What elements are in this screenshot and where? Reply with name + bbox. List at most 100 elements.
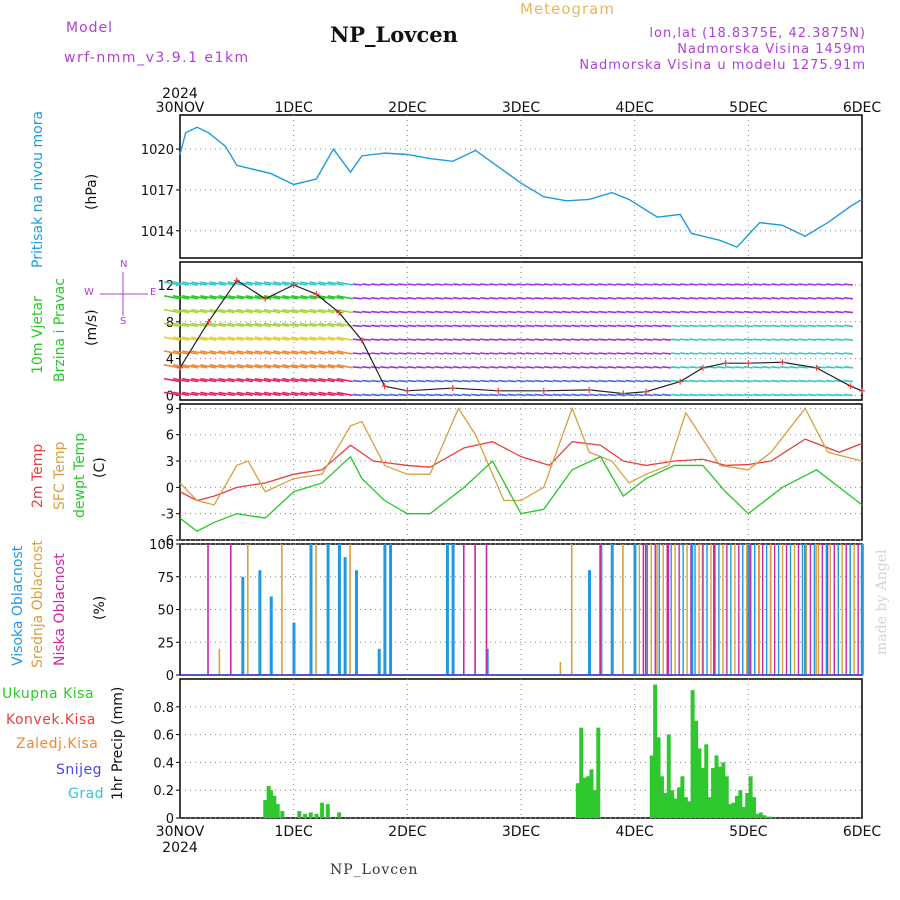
wind-arrow [607, 352, 617, 355]
wind-arrow [607, 283, 617, 286]
wind-arrow [272, 377, 290, 383]
cloud-tick-label: 75 [157, 571, 174, 586]
wind-arrow [834, 352, 844, 355]
cloud-tick-label: 100 [149, 538, 174, 553]
wind-arrow [318, 350, 335, 355]
wind-arrow [398, 379, 408, 383]
precip-bar [649, 755, 654, 818]
wind-arrow [236, 364, 253, 369]
overcast-cloud-bar [849, 544, 851, 675]
wind-arrow [725, 324, 735, 328]
precip-tick-label: 0.8 [153, 701, 174, 716]
wind-arrow [525, 283, 535, 286]
wind-arrow [416, 393, 426, 397]
wind-arrow [480, 393, 490, 397]
wind-arrow [434, 393, 444, 397]
pressure-frame [179, 114, 863, 259]
wind-arrow [771, 393, 781, 397]
overcast-cloud-bar [793, 544, 796, 675]
precip-legend-freezing: Zaledj.Kisa [16, 736, 99, 752]
wind-arrow [291, 391, 308, 397]
precip-bar [700, 767, 705, 818]
wind-arrow [552, 379, 563, 383]
low-cloud-bar [485, 544, 488, 675]
wind-arrow [245, 364, 262, 369]
wind-arrow [245, 322, 262, 328]
wind-arrow [272, 295, 290, 300]
wind-arrow [643, 352, 653, 355]
wind-arrow [218, 308, 235, 314]
wind-arrow [525, 338, 535, 341]
wind-arrow [480, 324, 490, 328]
wind-arrow [236, 295, 253, 300]
wind-arrow [634, 352, 644, 355]
wind-arrow [461, 379, 472, 383]
wind-arrow [680, 393, 690, 397]
wind-arrow [407, 310, 417, 314]
precip-bar [762, 815, 767, 818]
wind-arrow [652, 324, 663, 328]
overcast-cloud-bar [742, 544, 744, 675]
wind-arrow [816, 338, 826, 341]
wind-speed-marker [699, 364, 706, 371]
wind-arrow [661, 352, 672, 355]
low-cloud-bar [207, 544, 209, 675]
wind-arrow [291, 364, 308, 369]
wind-arrow [780, 366, 790, 369]
overcast-cloud-bar [670, 544, 672, 675]
precip-bar [663, 792, 668, 818]
wind-arrow [361, 379, 372, 383]
wind-arrow [789, 338, 799, 341]
precip-bar [303, 813, 308, 818]
wind-arrow [370, 283, 381, 286]
wind-arrow [218, 364, 235, 369]
wind-arrow [771, 366, 781, 369]
precip-bar [717, 766, 722, 818]
wind-arrow [407, 324, 417, 328]
precip-bar [280, 811, 285, 818]
bottom-day-label: 4DEC [616, 824, 655, 840]
wind-arrow [625, 366, 635, 369]
precip-bar [728, 804, 733, 818]
wind-arrow [398, 324, 408, 328]
wind-arrow [200, 377, 217, 383]
wind-tick-label: 12 [157, 279, 174, 294]
wind-arrow [489, 283, 499, 286]
wind-arrow [516, 366, 526, 369]
wind-arrow [798, 297, 808, 300]
wind-arrow [370, 310, 381, 314]
wind-arrow [327, 336, 344, 341]
wind-arrow [843, 283, 853, 286]
precip-bar [666, 734, 671, 818]
wind-arrow [661, 310, 672, 314]
overcast-cloud-bar [857, 544, 859, 675]
wind-arrow [361, 338, 372, 341]
wind-arrow [552, 324, 563, 328]
temp-tick-label: -6 [161, 534, 174, 549]
mid-cloud-bar [815, 544, 817, 675]
wind-speed-marker [290, 282, 297, 288]
temp-tick-label: 6 [166, 429, 174, 444]
low-cloud-bar [462, 544, 465, 675]
wind-arrow [389, 366, 399, 369]
wind-arrow [327, 391, 344, 397]
wind-arrow [389, 393, 399, 397]
wind-arrow [598, 324, 608, 328]
wind-arrow [825, 352, 835, 355]
wind-arrow [607, 338, 617, 341]
wind-arrow [734, 297, 744, 300]
wind-arrow [825, 393, 835, 397]
wind-arrow [652, 283, 663, 286]
wind-speed-marker [813, 364, 820, 371]
wind-arrow [580, 352, 590, 355]
wind-arrow [707, 283, 717, 286]
wind-arrow [361, 310, 372, 314]
wind-speed-marker [620, 390, 627, 397]
wind-arrow [470, 352, 481, 355]
wind-arrow [552, 310, 563, 314]
wind-arrow [580, 338, 590, 341]
wind-arrow [698, 324, 708, 328]
wind-arrow [743, 338, 753, 341]
wind-arrow [443, 393, 453, 397]
wind-arrow [182, 322, 199, 328]
